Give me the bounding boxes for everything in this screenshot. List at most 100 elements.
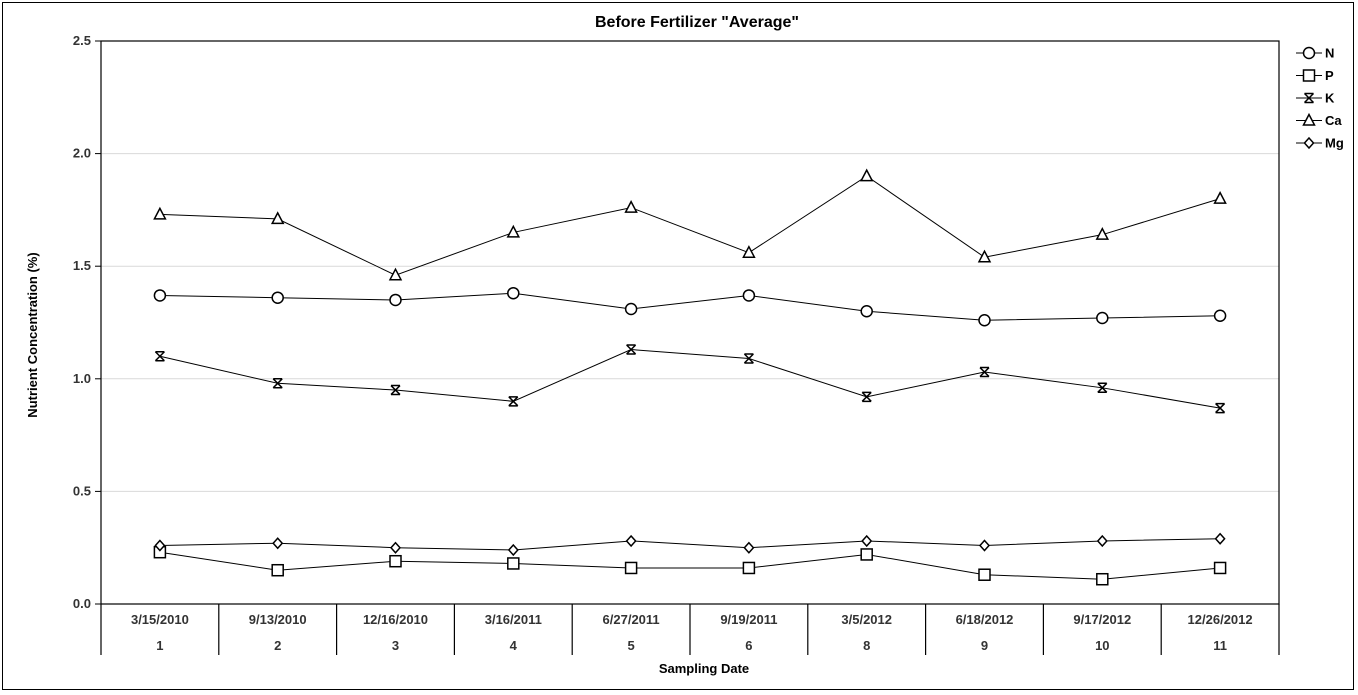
data-point-n: [1213, 309, 1227, 322]
x-tick-label: 9/19/2011: [720, 612, 777, 627]
series-p: [153, 545, 1227, 586]
x-tick-number: 3: [392, 638, 399, 653]
data-point-n: [507, 286, 520, 300]
x-tick-number: 9: [981, 638, 988, 653]
legend-item-k: K: [1296, 91, 1335, 106]
data-point-k: [272, 378, 283, 389]
data-point-mg: [625, 534, 637, 548]
data-point-n: [860, 304, 873, 318]
data-point-k: [390, 384, 401, 396]
legend-item-ca: Ca: [1296, 112, 1342, 128]
data-point-n: [624, 302, 638, 316]
y-tick-label: 1.0: [73, 371, 91, 386]
data-point-p: [1213, 561, 1227, 575]
data-point-ca: [859, 168, 874, 182]
data-point-n: [153, 289, 167, 302]
x-tick-label: 6/18/2012: [956, 612, 1014, 627]
data-point-ca: [388, 267, 403, 281]
y-tick-label: 0.5: [73, 483, 91, 498]
data-point-p: [742, 561, 756, 575]
y-tick-label: 2.0: [73, 146, 91, 161]
series-line-p: [159, 551, 1221, 580]
y-tick-label: 0.0: [73, 596, 91, 611]
x-tick-label: 3/16/2011: [485, 612, 542, 627]
data-point-k: [1215, 402, 1226, 414]
data-point-mg: [507, 543, 519, 557]
legend-marker: [1303, 92, 1315, 104]
x-axis-label: Sampling Date: [659, 661, 749, 676]
data-point-k: [1097, 382, 1108, 394]
legend-item-mg: Mg: [1296, 136, 1344, 151]
data-point-k: [861, 391, 872, 403]
data-point-p: [624, 561, 638, 575]
data-point-mg: [1214, 532, 1226, 545]
x-tick-label: 3/5/2012: [841, 612, 892, 627]
data-point-p: [507, 557, 520, 570]
data-point-mg: [389, 541, 402, 554]
data-point-k: [626, 344, 637, 355]
legend: NPK Ca Mg: [1296, 46, 1344, 151]
y-tick-label: 2.5: [73, 33, 91, 48]
data-point-p: [389, 554, 402, 568]
data-point-k: [979, 366, 990, 378]
data-point-n: [271, 291, 284, 304]
chart-title: Before Fertilizer "Average": [595, 14, 799, 31]
x-tick-number: 8: [863, 638, 870, 653]
legend-marker: [1302, 46, 1316, 60]
legend-marker: [1303, 136, 1315, 150]
data-point-mg: [1096, 534, 1108, 548]
data-point-ca: [1095, 227, 1110, 240]
data-point-ca: [624, 200, 638, 213]
x-tick-label: 9/13/2010: [249, 612, 307, 627]
data-point-p: [271, 563, 284, 577]
legend-marker: [1302, 112, 1316, 126]
legend-item-n: N: [1296, 46, 1334, 61]
data-point-mg: [861, 534, 873, 548]
data-point-n: [1096, 311, 1109, 325]
x-tick-label: 12/26/2012: [1188, 612, 1253, 627]
data-point-mg: [743, 541, 755, 554]
series-line-n: [159, 292, 1221, 321]
data-point-ca: [1213, 191, 1227, 204]
data-point-mg: [272, 537, 284, 550]
legend-item-p: P: [1296, 68, 1334, 83]
legend-label: Mg: [1325, 136, 1344, 151]
series-line-k: [159, 349, 1221, 409]
x-tick-label: 9/17/2012: [1073, 612, 1131, 627]
x-axis: 3/15/2010 1 9/13/2010 2 12/16/2010 3 3/16/2011…: [100, 604, 1280, 655]
data-point-ca: [742, 245, 756, 258]
data-point-k: [508, 396, 519, 407]
x-tick-number: 4: [510, 638, 518, 653]
data-point-n: [978, 313, 991, 327]
legend-label: Ca: [1325, 113, 1342, 128]
data-point-ca: [270, 211, 285, 225]
data-point-p: [978, 568, 991, 581]
axes: 0.0 0.5 1.0 1.5 2.0 2.5: [73, 33, 1280, 611]
x-tick-number: 1: [156, 638, 163, 653]
x-tick-label: 6/27/2011: [603, 612, 660, 627]
x-tick-label: 3/15/2010: [131, 612, 189, 627]
legend-marker: [1302, 69, 1316, 82]
x-tick-number: 2: [274, 638, 281, 653]
legend-label: P: [1325, 68, 1334, 83]
y-tick-label: 1.5: [73, 258, 91, 273]
data-point-k: [743, 353, 754, 364]
x-tick-label: 12/16/2010: [363, 612, 428, 627]
data-point-n: [742, 289, 756, 302]
x-tick-number: 6: [745, 638, 752, 653]
series-k: [154, 344, 1226, 414]
data-point-mg: [154, 539, 166, 552]
data-point-mg: [978, 539, 991, 552]
x-tick-number: 11: [1213, 638, 1227, 653]
series-mg: [154, 532, 1226, 557]
data-point-p: [1096, 572, 1109, 586]
gridlines: [101, 153, 1279, 492]
data-point-ca: [506, 224, 521, 238]
legend-label: K: [1325, 91, 1335, 106]
legend-label: N: [1325, 46, 1334, 61]
series-ca: [153, 168, 1227, 281]
x-tick-number: 5: [627, 638, 634, 653]
data-point-ca: [153, 206, 167, 220]
